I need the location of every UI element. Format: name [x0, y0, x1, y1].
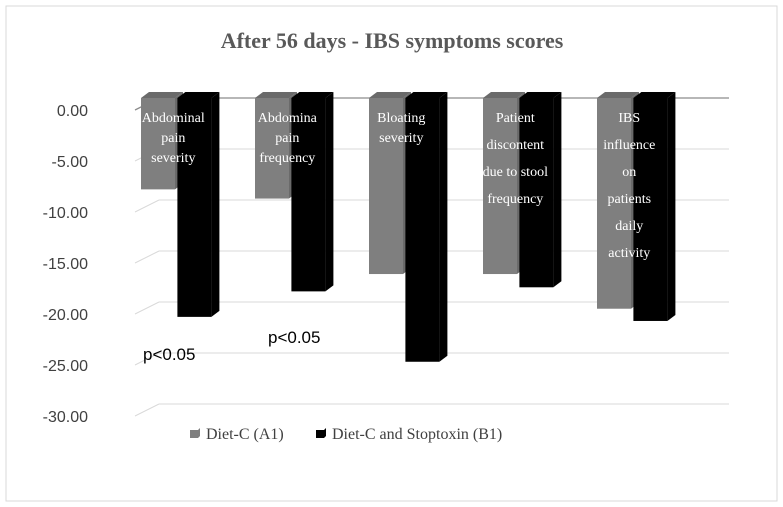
bar-diet-c-stoptoxin — [405, 92, 448, 362]
category-label: Abdominal — [142, 111, 205, 126]
bar-diet-c-stoptoxin — [177, 92, 220, 317]
bar-front-face — [369, 98, 403, 275]
category-label: IBS — [618, 111, 640, 126]
bar-top-face — [369, 92, 411, 98]
bar-top-face — [597, 92, 639, 98]
legend: Diet-C (A1) Diet-C and Stoptoxin (B1) — [190, 426, 502, 443]
y-tick-label: 0.00 — [57, 103, 88, 120]
grid-line-depth — [134, 199, 160, 213]
bar-side-face — [211, 92, 220, 317]
annotations: p<0.05 p<0.05 — [143, 328, 320, 364]
category-label: Abdomina — [258, 111, 318, 126]
category-label: due to stool — [483, 165, 548, 180]
bar-front-face — [255, 98, 289, 199]
legend-label: Diet-C and Stoptoxin (B1) — [332, 426, 502, 443]
bar-top-face — [483, 92, 525, 98]
bar-side-face — [439, 92, 448, 362]
bar-side-face — [667, 92, 676, 321]
category-label: patients — [608, 192, 652, 207]
bar-top-face — [405, 92, 448, 98]
grid-line-depth — [134, 352, 160, 366]
y-tick-label: -20.00 — [43, 307, 88, 324]
y-tick-label: -15.00 — [43, 256, 88, 273]
bars — [141, 92, 676, 362]
y-tick-label: -25.00 — [43, 358, 88, 375]
category-label: frequency — [259, 151, 315, 166]
category-label: daily — [615, 219, 643, 234]
bar-top-face — [177, 92, 220, 98]
category-label: influence — [603, 138, 655, 153]
category-label: on — [622, 165, 636, 180]
bar-side-face — [325, 92, 334, 292]
legend-swatch — [190, 428, 200, 438]
y-tick-label: -5.00 — [52, 154, 89, 171]
bar-front-face — [519, 98, 554, 288]
category-labels: Abdominal pain severity Abdomina pain frequen… — [142, 111, 656, 261]
bar-front-face — [597, 98, 631, 309]
category-label: pain — [275, 131, 299, 146]
grid-line-depth — [134, 403, 160, 417]
y-tick-label: -30.00 — [43, 409, 88, 426]
legend-swatch — [316, 428, 326, 438]
bar-diet-c-stoptoxin — [519, 92, 562, 288]
bar-diet-c-stoptoxin — [291, 92, 334, 292]
category-label: severity — [151, 151, 195, 166]
bar-front-face — [405, 98, 440, 362]
bar-front-face — [633, 98, 668, 321]
bar-front-face — [291, 98, 326, 292]
bar-front-face — [483, 98, 517, 275]
bar-top-face — [519, 92, 562, 98]
bar-front-face — [141, 98, 175, 190]
chart-title: After 56 days - IBS symptoms scores — [221, 28, 564, 53]
legend-label: Diet-C (A1) — [206, 426, 284, 443]
significance-annotation: p<0.05 — [143, 345, 195, 364]
y-tick-label: -10.00 — [43, 205, 88, 222]
grid-line-depth — [134, 301, 160, 315]
category-label: pain — [161, 131, 185, 146]
bar-top-face — [255, 92, 297, 98]
category-label: frequency — [487, 192, 543, 207]
category-label: discontent — [487, 138, 545, 153]
significance-annotation: p<0.05 — [268, 328, 320, 347]
y-axis: 0.00 -5.00 -10.00 -15.00 -20.00 -25.00 -30.00 — [43, 103, 88, 426]
bar-top-face — [291, 92, 334, 98]
category-label: Patient — [496, 111, 535, 126]
category-label: Bloating — [377, 111, 425, 126]
bar-top-face — [141, 92, 183, 98]
grid-line-depth — [134, 250, 160, 264]
category-label: activity — [608, 246, 650, 261]
bar-diet-c-stoptoxin — [633, 92, 676, 321]
bar-front-face — [177, 98, 212, 317]
category-label: severity — [379, 131, 423, 146]
bar-top-face — [633, 92, 676, 98]
bar-side-face — [553, 92, 562, 288]
